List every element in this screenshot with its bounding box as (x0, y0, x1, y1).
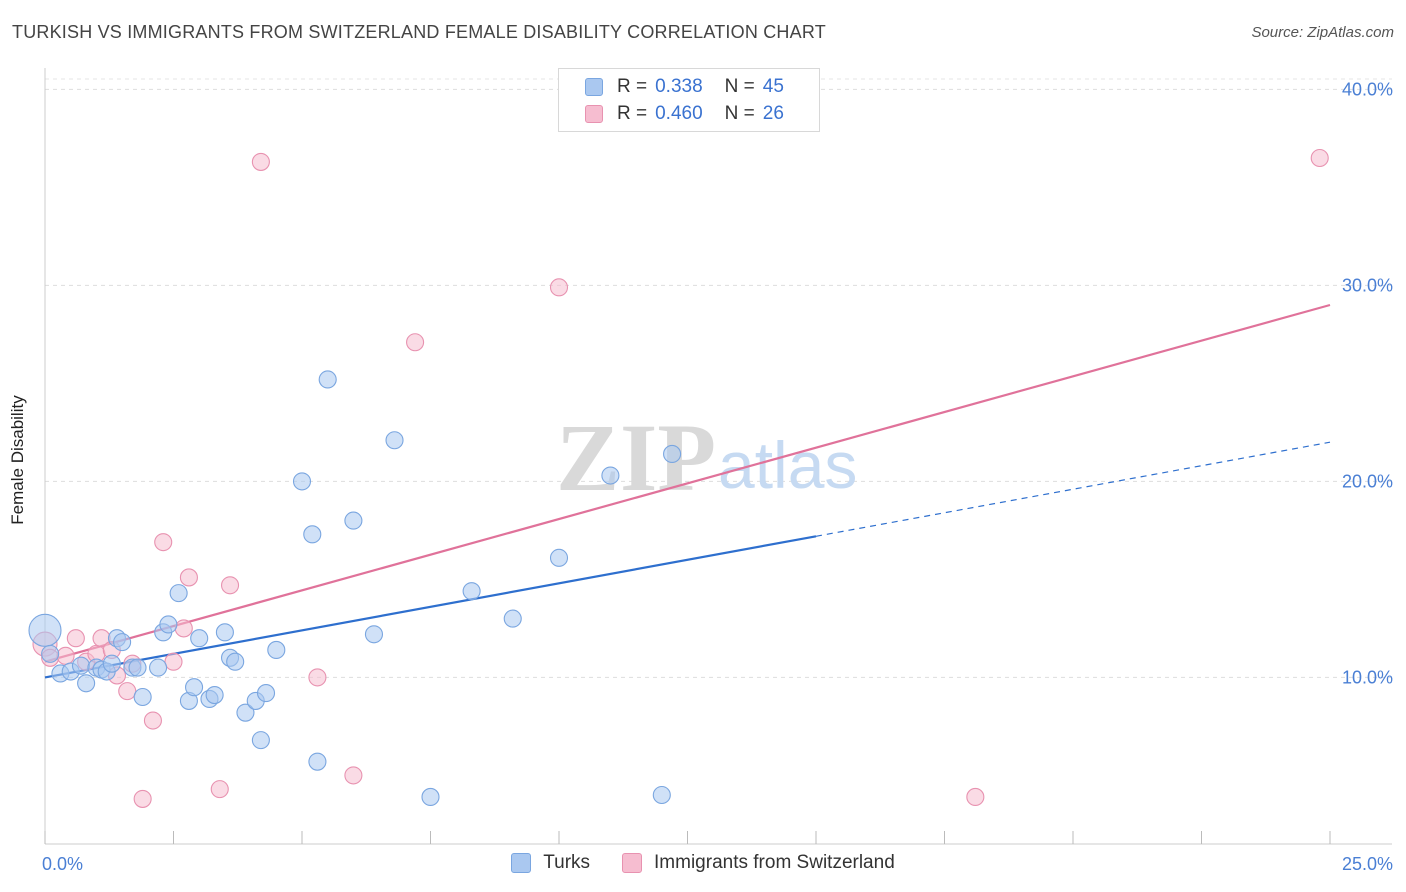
turks-point (159, 615, 178, 634)
watermark-atlas: atlas (718, 428, 857, 502)
turks-point (71, 656, 91, 675)
turks-point (28, 613, 62, 647)
turks-point (102, 654, 121, 673)
y-tick-label: 30.0% (1342, 275, 1393, 295)
trend-line-swiss (44, 303, 1331, 663)
legend-swatch-swiss (585, 105, 603, 123)
legend-label-swiss: Immigrants from Switzerland (654, 852, 895, 873)
stats-legend: R = 0.338 N = 45 R = 0.460 N = 26 (558, 68, 820, 132)
turks-point (133, 687, 152, 707)
turks-point (503, 609, 522, 628)
swiss-point (164, 652, 183, 671)
y-tick-label: 40.0% (1342, 79, 1393, 99)
swiss-point (308, 668, 327, 687)
swiss-point (549, 278, 569, 297)
legend-row-swiss: R = 0.460 N = 26 (585, 102, 784, 126)
turks-point (190, 629, 209, 648)
tick-labels: 10.0% 20.0% 30.0% 40.0% 0.0% 25.0% (42, 79, 1393, 874)
y-tick-label: 20.0% (1342, 471, 1393, 491)
series-legend: Turks Immigrants from Switzerland (0, 852, 1406, 874)
x-tick-label: 25.0% (1342, 854, 1393, 874)
legend-swatch-swiss (622, 853, 643, 873)
legend-r-value: 0.338 (655, 76, 703, 97)
turks-point (421, 787, 440, 807)
legend-n-value: 45 (762, 76, 784, 97)
swiss-point (66, 629, 85, 648)
turks-point (344, 511, 363, 530)
legend-r-value: 0.460 (655, 103, 703, 124)
source-label: Source: ZipAtlas.com (1251, 24, 1394, 41)
legend-swatch-turks (511, 853, 532, 873)
legend-item-swiss[interactable]: Immigrants from Switzerland (622, 852, 895, 874)
swiss-point (118, 682, 137, 701)
turks-point (113, 633, 132, 652)
legend-label-turks: Turks (543, 852, 591, 873)
trend-line-turks (44, 535, 817, 679)
turks-point (267, 640, 286, 660)
x-tick-label: 0.0% (42, 854, 83, 874)
turks-point (663, 444, 682, 464)
turks-point (385, 431, 404, 450)
turks-point (652, 785, 671, 805)
turks-point (318, 370, 337, 389)
grid-lines (45, 78, 1392, 678)
legend-swatch-turks (585, 78, 603, 96)
chart-title: TURKISH VS IMMIGRANTS FROM SWITZERLAND F… (12, 22, 826, 42)
watermark-zip: ZIP (556, 404, 716, 511)
turks-point (292, 472, 312, 491)
watermark: ZIP atlas (556, 404, 857, 511)
y-tick-label: 10.0% (1342, 667, 1393, 687)
swiss-point (154, 533, 173, 552)
swiss-point (179, 568, 198, 587)
turks-point (41, 644, 60, 663)
turks-point (149, 658, 168, 677)
swiss-point (406, 333, 425, 352)
swiss-point (143, 711, 162, 730)
turks-point (364, 625, 384, 644)
axes (44, 68, 1392, 845)
turks-point (205, 685, 224, 705)
turks-point (77, 674, 96, 693)
swiss-point (133, 789, 152, 808)
swiss-point (210, 780, 229, 799)
turks-point (251, 731, 270, 750)
legend-n-label: N = (724, 103, 755, 124)
turks-point (236, 703, 255, 722)
trend-line-turks-extension (815, 441, 1331, 537)
turks-point (185, 678, 204, 697)
turks-point (169, 584, 188, 603)
legend-r-label: R = (617, 76, 648, 97)
legend-r-label: R = (617, 103, 648, 124)
turks-point (303, 525, 322, 544)
turks-point (256, 684, 276, 703)
swiss-point (174, 619, 193, 638)
legend-row-turks: R = 0.338 N = 45 (585, 75, 784, 99)
swiss-point (220, 576, 240, 595)
turks-point (549, 548, 569, 567)
swiss-point (251, 152, 270, 171)
turks-point (462, 582, 481, 601)
turks-point (601, 466, 620, 485)
turks-point (226, 652, 245, 671)
data-points (28, 148, 1329, 808)
swiss-point (344, 766, 363, 785)
swiss-point (966, 787, 985, 807)
swiss-point (56, 646, 75, 665)
swiss-point (1310, 148, 1329, 168)
legend-n-label: N = (724, 76, 755, 97)
turks-point (215, 623, 234, 642)
turks-point (308, 752, 327, 771)
legend-item-turks[interactable]: Turks (511, 852, 590, 874)
turks-point (128, 658, 147, 677)
legend-n-value: 26 (762, 103, 784, 124)
